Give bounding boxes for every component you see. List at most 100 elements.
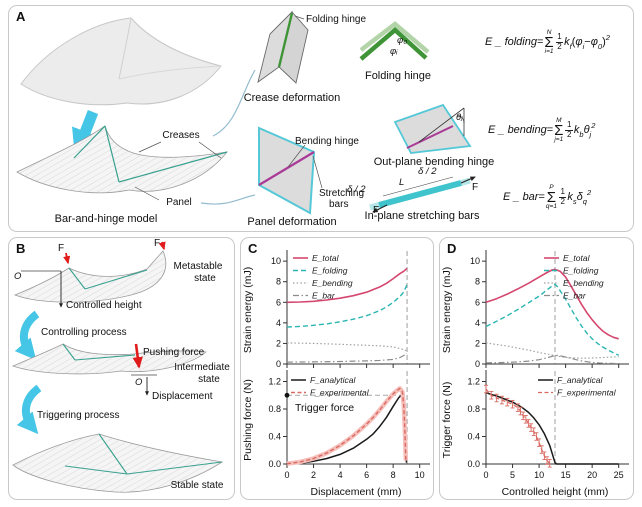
svg-text:0.4: 0.4 bbox=[268, 432, 281, 442]
model-caption: Bar-and-hinge model bbox=[55, 213, 158, 225]
svg-text:8: 8 bbox=[391, 470, 396, 480]
svg-text:10: 10 bbox=[415, 470, 425, 480]
stretching-bars-label-2: bars bbox=[329, 199, 348, 210]
panel-a-illustration: Creases Panel Bar-and-hinge model Foldin… bbox=[16, 10, 494, 228]
controlling-process-arrow-icon bbox=[14, 310, 40, 361]
panel-d: D 0 2 4 6 8 10 Strain energy (mJ) E_total E_fold… bbox=[439, 237, 634, 500]
svg-text:0: 0 bbox=[483, 470, 488, 480]
svg-text:F_analytical: F_analytical bbox=[310, 375, 356, 385]
delta-left-label: δ / 2 bbox=[347, 184, 366, 195]
force-f2-label: F bbox=[154, 238, 160, 249]
panel-deformation-illustration: Bending hinge Stretching bars Panel defo… bbox=[247, 126, 364, 228]
svg-text:Trigger force (N): Trigger force (N) bbox=[441, 382, 453, 459]
phi0-label: φ₀ bbox=[397, 35, 407, 46]
panel-deformation-caption: Panel deformation bbox=[247, 216, 336, 228]
leader-lines bbox=[134, 141, 222, 201]
crease-deformation-caption: Crease deformation bbox=[244, 92, 341, 104]
metastable-mesh: F F O Controlled height Metastable state bbox=[13, 238, 223, 311]
bending-hinge-label: Bending hinge bbox=[295, 136, 359, 147]
triggering-process-arrow-icon bbox=[16, 384, 42, 435]
connector-curve-crease bbox=[212, 69, 256, 137]
svg-text:8: 8 bbox=[475, 277, 480, 287]
panel-c-label: C bbox=[248, 241, 258, 256]
pushing-force-label: Pushing force bbox=[143, 347, 205, 358]
intermediate-state-label-1: Intermediate bbox=[174, 362, 230, 373]
panel-a-label: A bbox=[16, 9, 26, 24]
inplane-caption: In-plane stretching bars bbox=[365, 210, 480, 222]
crease-deformation-illustration: Folding hinge Crease deformation bbox=[244, 10, 366, 104]
svg-text:0.8: 0.8 bbox=[467, 404, 480, 414]
svg-text:0: 0 bbox=[475, 359, 480, 369]
strain-energy-chart-d: 0 2 4 6 8 10 Strain energy (mJ) E_total E_foldin… bbox=[440, 246, 634, 370]
svg-text:E_total: E_total bbox=[563, 253, 591, 263]
bending-hinge-line bbox=[258, 151, 315, 186]
smooth-surface-illustration bbox=[20, 17, 222, 106]
displacement-label: Displacement bbox=[152, 391, 213, 402]
force-right-label: F bbox=[472, 182, 478, 193]
svg-text:E_folding: E_folding bbox=[563, 266, 599, 276]
origin-o2-label: O bbox=[135, 377, 143, 388]
svg-text:Strain energy (mJ): Strain energy (mJ) bbox=[242, 267, 254, 353]
panel-label: Panel bbox=[166, 197, 192, 208]
outplane-bending-illustration: θⱼ Out-plane bending hinge bbox=[374, 103, 494, 168]
svg-text:0.0: 0.0 bbox=[268, 459, 281, 469]
svg-text:0.4: 0.4 bbox=[467, 432, 480, 442]
stable-mesh: Stable state bbox=[12, 433, 224, 493]
folding-hinge-line bbox=[277, 12, 294, 68]
svg-text:E_bending: E_bending bbox=[312, 278, 353, 288]
intermediate-state-label-2: state bbox=[198, 374, 220, 385]
svg-text:15: 15 bbox=[561, 470, 571, 480]
svg-text:1.2: 1.2 bbox=[467, 377, 480, 387]
svg-text:Strain energy (mJ): Strain energy (mJ) bbox=[441, 267, 453, 353]
svg-text:4: 4 bbox=[475, 318, 480, 328]
connector-curve-panel bbox=[200, 194, 256, 205]
svg-text:20: 20 bbox=[587, 470, 597, 480]
force-f1-label: F bbox=[58, 243, 64, 254]
delta-right-label: δ / 2 bbox=[418, 166, 437, 177]
svg-text:6: 6 bbox=[276, 297, 281, 307]
svg-text:0: 0 bbox=[284, 470, 289, 480]
svg-text:Controlled height (mm): Controlled height (mm) bbox=[502, 486, 609, 498]
outplane-caption: Out-plane bending hinge bbox=[374, 156, 494, 168]
panel-b-label: B bbox=[16, 241, 26, 256]
svg-text:F_experimental: F_experimental bbox=[557, 388, 617, 398]
svg-text:6: 6 bbox=[475, 297, 480, 307]
svg-text:5: 5 bbox=[510, 470, 515, 480]
metastable-state-label-1: Metastable bbox=[174, 261, 223, 272]
panel-a: A bbox=[8, 5, 634, 232]
theta-label: θⱼ bbox=[456, 112, 463, 123]
svg-text:Displacement (mm): Displacement (mm) bbox=[310, 486, 401, 498]
svg-text:10: 10 bbox=[271, 256, 281, 266]
force-left-label: F bbox=[373, 205, 379, 216]
trigger-force-chart-d: 0.0 0.4 0.8 1.2 0 5 10 15 20 25 Trigger force (N) C… bbox=[440, 370, 634, 498]
folding-hinge-chevron-illustration: φ₀ φᵢ Folding hinge bbox=[359, 21, 431, 82]
length-label: L bbox=[399, 177, 404, 188]
folding-hinge-caption: Folding hinge bbox=[365, 70, 431, 82]
triggering-process-label: Triggering process bbox=[37, 410, 119, 421]
svg-text:E_folding: E_folding bbox=[312, 266, 348, 276]
origin-o1-label: O bbox=[14, 271, 22, 282]
panel-c: C 0 2 4 6 8 10 Strain energy (mJ) E_total E_fold… bbox=[240, 237, 434, 500]
svg-text:1.2: 1.2 bbox=[268, 377, 281, 387]
intermediate-mesh: Pushing force O Displacement Intermediat… bbox=[11, 343, 230, 402]
phii-label: φᵢ bbox=[390, 46, 398, 57]
svg-text:E_bending: E_bending bbox=[563, 278, 604, 288]
crease-lines bbox=[73, 125, 228, 183]
svg-text:2: 2 bbox=[276, 338, 281, 348]
strain-energy-chart-c: 0 2 4 6 8 10 Strain energy (mJ) E_total E_foldin… bbox=[241, 246, 435, 370]
svg-text:Pushing force (N): Pushing force (N) bbox=[242, 379, 254, 461]
svg-text:8: 8 bbox=[276, 277, 281, 287]
svg-text:F_analytical: F_analytical bbox=[557, 375, 603, 385]
folding-hinge-label: Folding hinge bbox=[306, 14, 366, 25]
svg-text:0.0: 0.0 bbox=[467, 459, 480, 469]
svg-text:25: 25 bbox=[614, 470, 624, 480]
svg-text:F_experimental: F_experimental bbox=[310, 388, 370, 398]
inplane-bars-illustration: δ / 2 L δ / 2 F F In-plane stretching ba… bbox=[347, 166, 480, 222]
panel-b: B F F O Controlled heigh bbox=[8, 237, 235, 500]
pushing-force-chart-c: 0.0 0.4 0.8 1.2 0 2 4 6 8 10 Pushing force (N) Disp… bbox=[241, 370, 435, 498]
creases-label: Creases bbox=[162, 130, 199, 141]
svg-text:4: 4 bbox=[338, 470, 343, 480]
